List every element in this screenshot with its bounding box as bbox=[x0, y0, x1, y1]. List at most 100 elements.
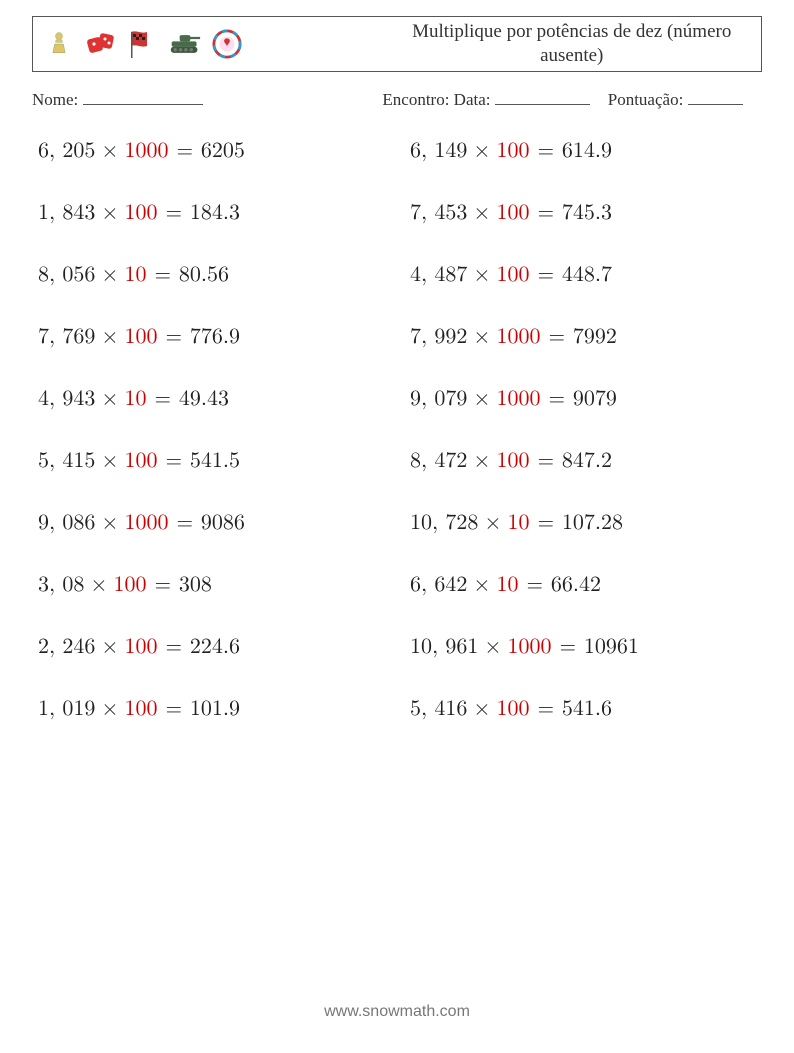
times-operator: × bbox=[95, 140, 124, 162]
operand: 5, 415 bbox=[38, 450, 95, 472]
multiplier: 100 bbox=[497, 264, 530, 286]
operand: 2, 246 bbox=[38, 636, 95, 658]
equals-sign: = bbox=[552, 637, 584, 658]
result: 66.42 bbox=[551, 574, 601, 596]
meta-row: Nome: Encontro: Data: Pontuação: bbox=[32, 90, 762, 110]
problem: 10, 961×1000=10961 bbox=[410, 634, 762, 660]
multiplier: 100 bbox=[114, 574, 147, 596]
equals-sign: = bbox=[530, 699, 562, 720]
problem: 2, 246×100=224.6 bbox=[38, 634, 390, 660]
icon-strip bbox=[33, 28, 382, 60]
result: 101.9 bbox=[190, 698, 240, 720]
problem: 8, 056×10=80.56 bbox=[38, 262, 390, 288]
times-operator: × bbox=[467, 450, 496, 472]
result: 9079 bbox=[573, 388, 617, 410]
equals-sign: = bbox=[158, 327, 190, 348]
equals-sign: = bbox=[530, 203, 562, 224]
multiplier: 1000 bbox=[497, 326, 541, 348]
multiplier: 10 bbox=[125, 264, 147, 286]
result: 541.6 bbox=[562, 698, 612, 720]
multiplier: 100 bbox=[125, 636, 158, 658]
multiplier: 100 bbox=[497, 698, 530, 720]
operand: 9, 079 bbox=[410, 388, 467, 410]
equals-sign: = bbox=[147, 575, 179, 596]
result: 745.3 bbox=[562, 202, 612, 224]
times-operator: × bbox=[95, 388, 124, 410]
operand: 9, 086 bbox=[38, 512, 95, 534]
result: 541.5 bbox=[190, 450, 240, 472]
equals-sign: = bbox=[530, 513, 562, 534]
problem: 4, 943×10=49.43 bbox=[38, 386, 390, 412]
times-operator: × bbox=[467, 140, 496, 162]
result: 847.2 bbox=[562, 450, 612, 472]
result: 776.9 bbox=[190, 326, 240, 348]
equals-sign: = bbox=[158, 699, 190, 720]
operand: 5, 416 bbox=[410, 698, 467, 720]
operand: 3, 08 bbox=[38, 574, 84, 596]
times-operator: × bbox=[84, 574, 113, 596]
multiplier: 100 bbox=[125, 202, 158, 224]
operand: 7, 769 bbox=[38, 326, 95, 348]
operand: 10, 961 bbox=[410, 636, 478, 658]
result: 184.3 bbox=[190, 202, 240, 224]
equals-sign: = bbox=[147, 389, 179, 410]
times-operator: × bbox=[467, 202, 496, 224]
equals-sign: = bbox=[541, 389, 573, 410]
race-flag-icon bbox=[127, 28, 159, 60]
result: 614.9 bbox=[562, 140, 612, 162]
result: 308 bbox=[179, 574, 212, 596]
times-operator: × bbox=[95, 202, 124, 224]
chess-pawn-icon bbox=[43, 28, 75, 60]
multiplier: 100 bbox=[125, 450, 158, 472]
equals-sign: = bbox=[530, 265, 562, 286]
equals-sign: = bbox=[147, 265, 179, 286]
equals-sign: = bbox=[169, 141, 201, 162]
problem: 5, 415×100=541.5 bbox=[38, 448, 390, 474]
result: 448.7 bbox=[562, 264, 612, 286]
problem: 7, 992×1000=7992 bbox=[410, 324, 762, 350]
times-operator: × bbox=[478, 512, 507, 534]
times-operator: × bbox=[95, 698, 124, 720]
problem: 5, 416×100=541.6 bbox=[410, 696, 762, 722]
problem: 6, 149×100=614.9 bbox=[410, 138, 762, 164]
multiplier: 100 bbox=[497, 202, 530, 224]
equals-sign: = bbox=[541, 327, 573, 348]
result: 107.28 bbox=[562, 512, 623, 534]
poker-chip-icon bbox=[211, 28, 243, 60]
equals-sign: = bbox=[519, 575, 551, 596]
date-blank[interactable] bbox=[495, 91, 590, 105]
times-operator: × bbox=[478, 636, 507, 658]
date-label: Encontro: Data: bbox=[382, 90, 490, 109]
equals-sign: = bbox=[169, 513, 201, 534]
multiplier: 100 bbox=[125, 326, 158, 348]
problem: 8, 472×100=847.2 bbox=[410, 448, 762, 474]
times-operator: × bbox=[95, 636, 124, 658]
times-operator: × bbox=[467, 326, 496, 348]
operand: 4, 943 bbox=[38, 388, 95, 410]
problem: 9, 079×1000=9079 bbox=[410, 386, 762, 412]
operand: 6, 642 bbox=[410, 574, 467, 596]
score-blank[interactable] bbox=[688, 91, 743, 105]
result: 9086 bbox=[201, 512, 245, 534]
multiplier: 1000 bbox=[497, 388, 541, 410]
operand: 10, 728 bbox=[410, 512, 478, 534]
problem: 1, 019×100=101.9 bbox=[38, 696, 390, 722]
times-operator: × bbox=[95, 450, 124, 472]
multiplier: 10 bbox=[497, 574, 519, 596]
equals-sign: = bbox=[158, 451, 190, 472]
equals-sign: = bbox=[158, 203, 190, 224]
multiplier: 100 bbox=[497, 450, 530, 472]
times-operator: × bbox=[95, 264, 124, 286]
times-operator: × bbox=[467, 698, 496, 720]
problem: 7, 769×100=776.9 bbox=[38, 324, 390, 350]
header-box: Multiplique por potências de dez (número… bbox=[32, 16, 762, 72]
operand: 1, 019 bbox=[38, 698, 95, 720]
operand: 1, 843 bbox=[38, 202, 95, 224]
equals-sign: = bbox=[530, 451, 562, 472]
problem: 6, 642×10=66.42 bbox=[410, 572, 762, 598]
multiplier: 1000 bbox=[508, 636, 552, 658]
multiplier: 10 bbox=[508, 512, 530, 534]
name-blank[interactable] bbox=[83, 91, 203, 105]
result: 80.56 bbox=[179, 264, 229, 286]
score-label: Pontuação: bbox=[608, 90, 684, 109]
